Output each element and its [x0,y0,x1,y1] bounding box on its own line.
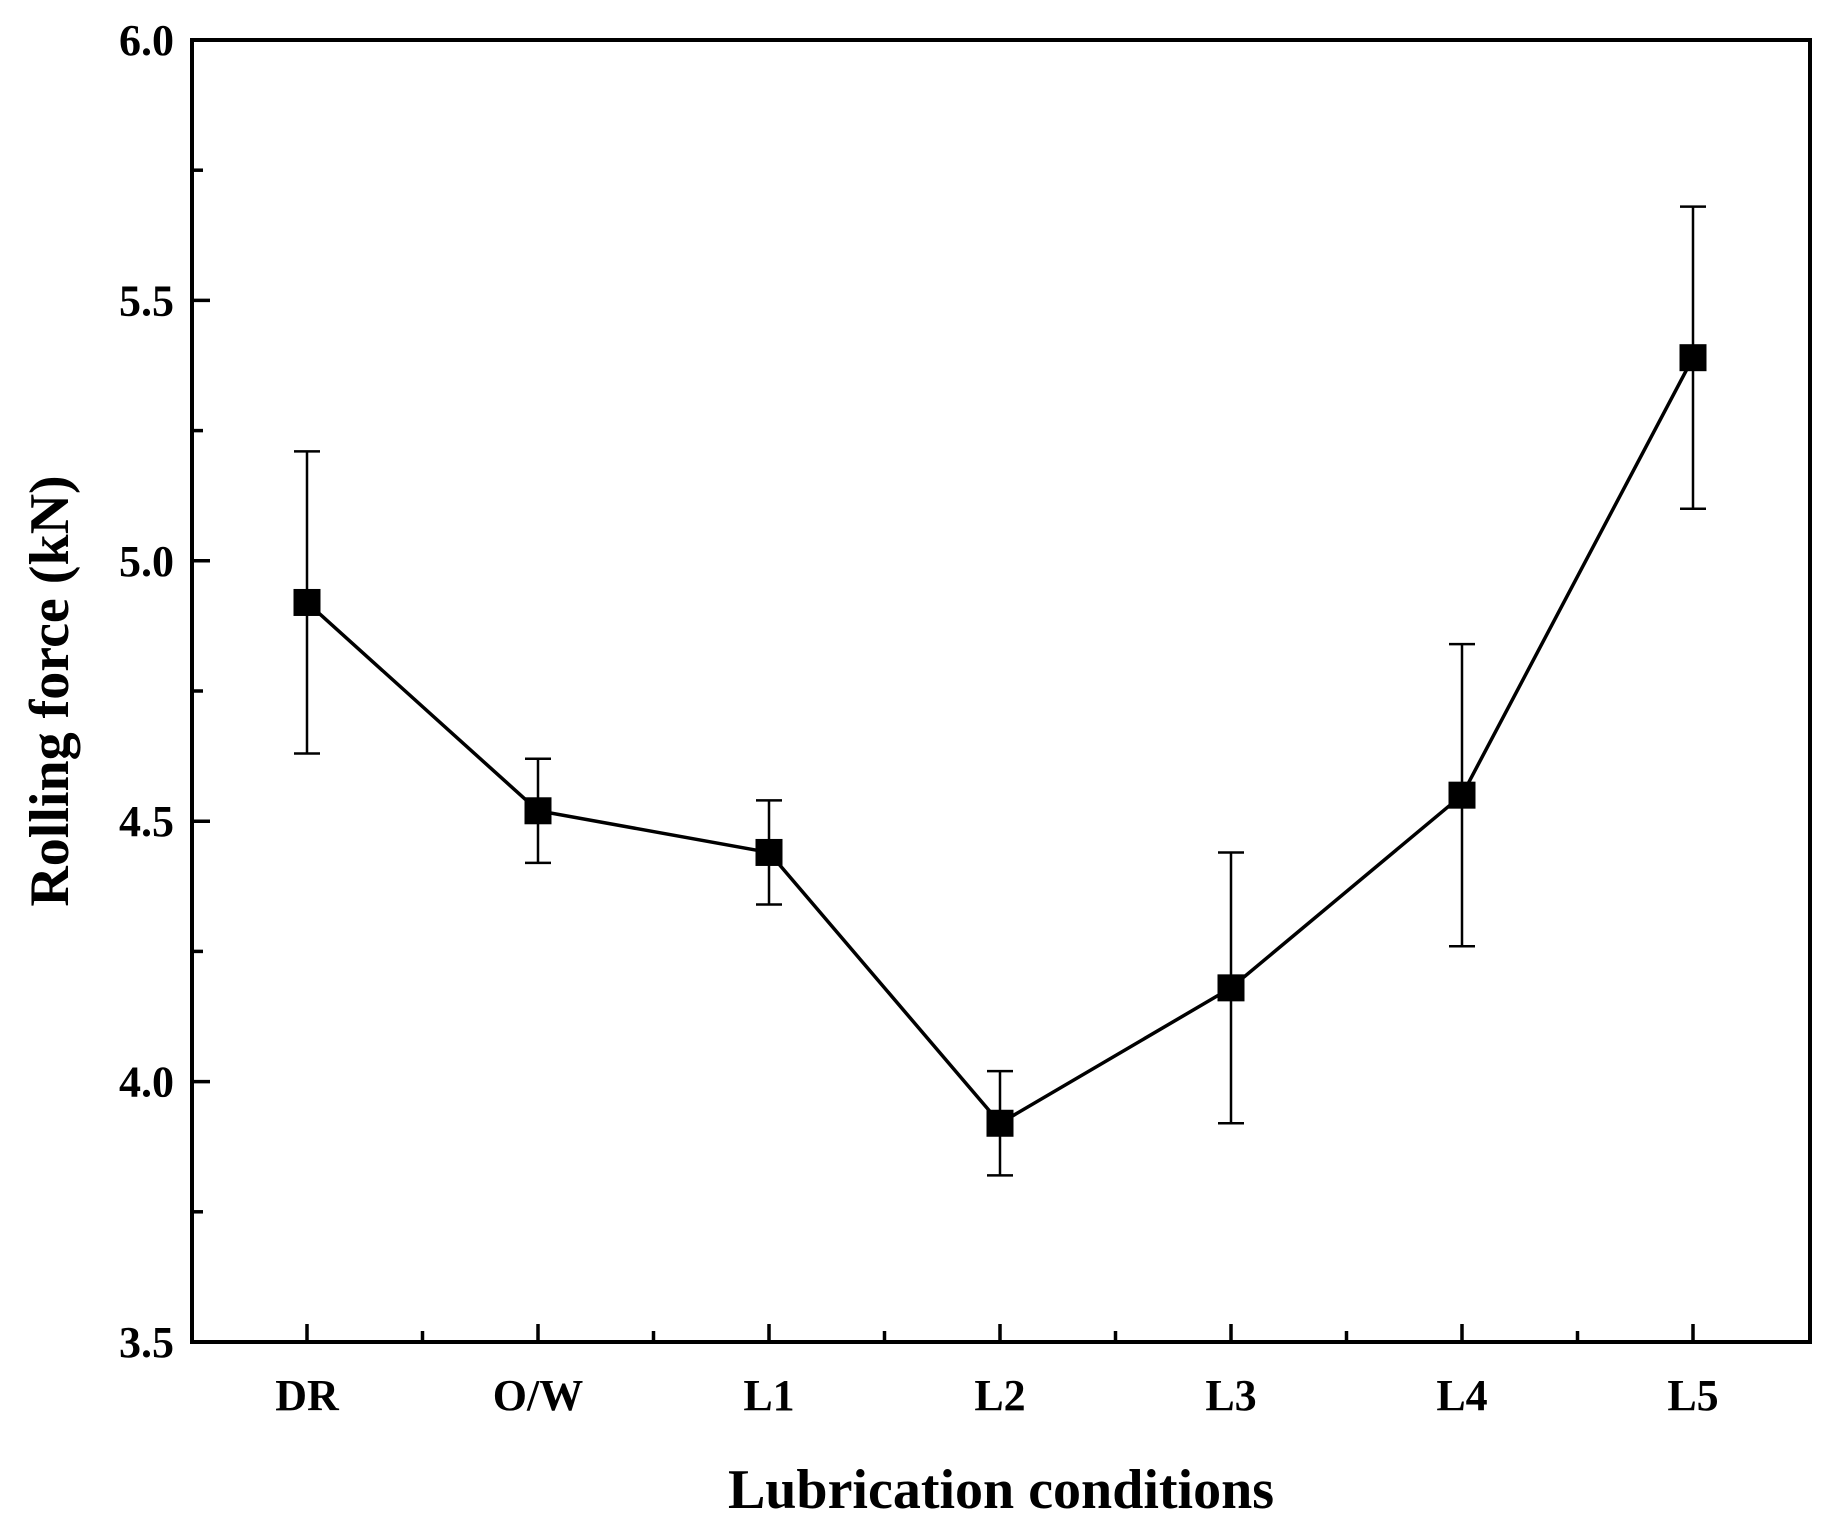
x-tick-label: L1 [743,1371,794,1420]
y-tick-label: 4.5 [119,797,174,846]
data-point [293,588,321,616]
data-point [1679,344,1707,372]
x-tick-label: L5 [1667,1371,1718,1420]
x-tick-label: L2 [974,1371,1025,1420]
y-tick-label: 5.5 [119,276,174,325]
y-tick-label: 4.0 [119,1058,174,1107]
x-tick-label: DR [275,1371,340,1420]
series-line [305,356,1695,1126]
x-tick-label: L4 [1436,1371,1487,1420]
x-axis-title: Lubrication conditions [728,1459,1274,1521]
data-point [524,797,552,825]
x-tick-label: O/W [493,1371,583,1420]
y-axis: 3.5 4.0 4.5 5.0 5.5 6.0 [119,16,210,1367]
x-axis: DR O/W L1 L2 L3 L4 L5 [275,1324,1719,1420]
data-point [1217,974,1245,1002]
y-tick-label: 3.5 [119,1318,174,1367]
data-point [986,1109,1014,1137]
data-point [1448,781,1476,809]
x-tick-label: L3 [1205,1371,1256,1420]
y-tick-label: 5.0 [119,537,174,586]
series-layer [293,205,1707,1177]
y-tick-label: 6.0 [119,16,174,65]
y-axis-title: Rolling force (kN) [19,475,81,906]
data-point [755,838,783,866]
